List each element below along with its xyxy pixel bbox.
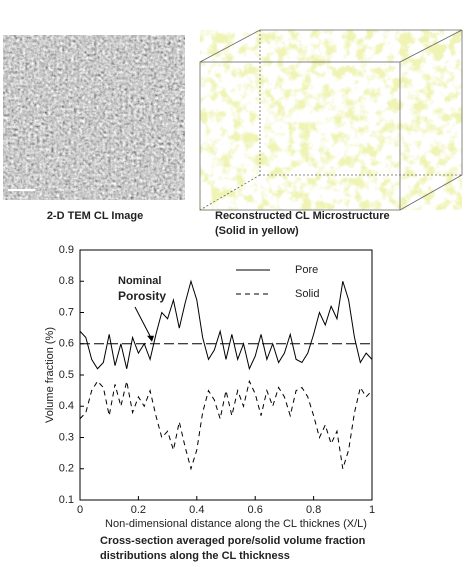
x-tick-label: 0.8	[306, 504, 321, 516]
legend-label: Solid	[295, 288, 319, 300]
plot-frame	[79, 249, 373, 501]
y-tick-label: 0.3	[59, 431, 74, 443]
y-tick-label: 0.5	[59, 369, 74, 381]
legend-label: Pore	[295, 264, 318, 276]
right-caption: (Solid in yellow)	[215, 225, 299, 237]
chart: 0.1 0.2 0.3 0.4 0.5 0.6 0.7 0.8 0.9 0 0.2 0.4 0.6 0.8…	[44, 244, 375, 530]
series-line	[79, 279, 373, 371]
figure-caption: Cross-section averaged pore/solid volume…	[100, 535, 366, 547]
x-axis-label: Non-dimensional distance along the CL th…	[105, 518, 367, 530]
y-tick-label: 0.1	[59, 494, 74, 506]
x-tick-label: 0.6	[248, 504, 263, 516]
y-tick-label: 0.7	[59, 306, 74, 318]
annotation: Porosity	[118, 289, 166, 303]
y-tick-label: 0.4	[59, 400, 74, 412]
y-tick-label: 0.9	[59, 244, 74, 256]
y-tick-label: 0.8	[59, 275, 74, 287]
x-tick-label: 0	[77, 504, 83, 516]
annotation: Nominal	[118, 275, 161, 287]
annotation-arrow	[134, 306, 153, 340]
x-tick-label: 1	[369, 504, 375, 516]
arrow-head	[147, 335, 154, 342]
y-tick-label: 0.6	[59, 338, 74, 350]
x-tick-label: 0.2	[131, 504, 146, 516]
right-caption: Reconstructed CL Microstructure	[215, 210, 390, 222]
y-tick-label: 0.2	[59, 463, 74, 475]
series-line	[79, 379, 373, 471]
y-axis-label: Volume fraction (%)	[44, 327, 56, 423]
microstructure	[199, 29, 463, 211]
tem-image	[3, 35, 185, 200]
figure-caption: distributions along the CL thickness	[100, 550, 290, 562]
x-tick-label: 0.4	[189, 504, 204, 516]
left-caption: 2-D TEM CL Image	[47, 210, 143, 222]
